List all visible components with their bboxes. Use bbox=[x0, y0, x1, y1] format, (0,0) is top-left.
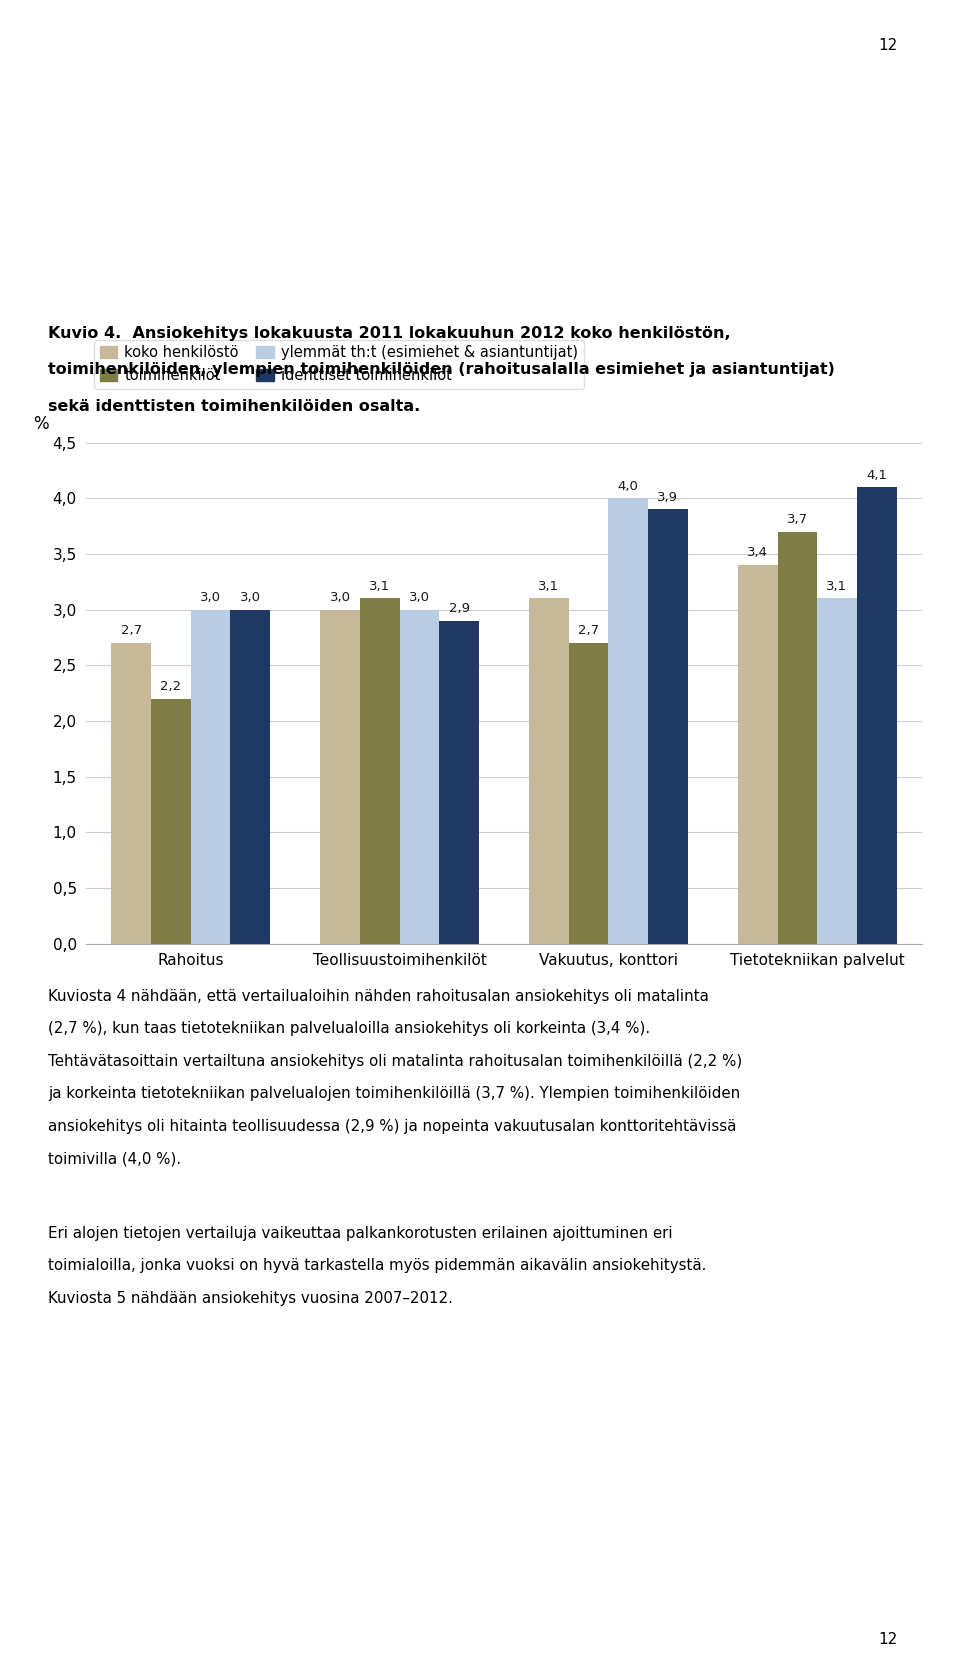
Text: 4,1: 4,1 bbox=[866, 469, 887, 481]
Bar bbox=[360, 598, 399, 944]
Text: ja korkeinta tietotekniikan palvelualojen toimihenkilöillä (3,7 %). Ylempien toi: ja korkeinta tietotekniikan palvelualoje… bbox=[48, 1087, 740, 1101]
Bar bbox=[321, 610, 360, 944]
Bar bbox=[778, 531, 817, 944]
Bar bbox=[440, 621, 479, 944]
Text: 3,0: 3,0 bbox=[240, 591, 261, 605]
Text: toimihenkilöiden, ylempien toimihenkilöiden (rahoitusalalla esimiehet ja asiantu: toimihenkilöiden, ylempien toimihenkilöi… bbox=[48, 362, 835, 377]
Text: 3,7: 3,7 bbox=[787, 513, 808, 526]
Bar bbox=[817, 598, 857, 944]
Text: Eri alojen tietojen vertailuja vaikeuttaa palkankorotusten erilainen ajoittumine: Eri alojen tietojen vertailuja vaikeutta… bbox=[48, 1226, 673, 1241]
Text: 3,4: 3,4 bbox=[747, 546, 768, 559]
Bar bbox=[399, 610, 440, 944]
Text: 12: 12 bbox=[878, 38, 898, 53]
Text: 2,7: 2,7 bbox=[121, 625, 142, 638]
Text: 3,1: 3,1 bbox=[539, 579, 560, 593]
Text: sekä identtisten toimihenkilöiden osalta.: sekä identtisten toimihenkilöiden osalta… bbox=[48, 399, 420, 414]
Bar bbox=[738, 564, 778, 944]
Bar bbox=[230, 610, 270, 944]
Bar bbox=[609, 498, 648, 944]
Bar bbox=[151, 698, 191, 944]
Bar bbox=[857, 488, 897, 944]
Text: ansiokehitys oli hitainta teollisuudessa (2,9 %) ja nopeinta vakuutusalan kontto: ansiokehitys oli hitainta teollisuudessa… bbox=[48, 1119, 736, 1134]
Text: 4,0: 4,0 bbox=[618, 479, 638, 493]
Text: Tehtävätasoittain vertailtuna ansiokehitys oli matalinta rahoitusalan toimihenki: Tehtävätasoittain vertailtuna ansiokehit… bbox=[48, 1054, 742, 1069]
Text: 2,2: 2,2 bbox=[160, 680, 181, 693]
Text: Kuviosta 4 nähdään, että vertailualoihin nähden rahoitusalan ansiokehitys oli ma: Kuviosta 4 nähdään, että vertailualoihin… bbox=[48, 989, 708, 1004]
Bar bbox=[529, 598, 568, 944]
Text: toimivilla (4,0 %).: toimivilla (4,0 %). bbox=[48, 1152, 181, 1166]
Text: (2,7 %), kun taas tietotekniikan palvelualoilla ansiokehitys oli korkeinta (3,4 : (2,7 %), kun taas tietotekniikan palvelu… bbox=[48, 1022, 650, 1035]
Text: Kuvio 4.  Ansiokehitys lokakuusta 2011 lokakuuhun 2012 koko henkilöstön,: Kuvio 4. Ansiokehitys lokakuusta 2011 lo… bbox=[48, 326, 731, 341]
Text: 3,1: 3,1 bbox=[370, 579, 391, 593]
Text: 3,0: 3,0 bbox=[200, 591, 221, 605]
Text: 3,0: 3,0 bbox=[329, 591, 350, 605]
Legend: koko henkilöstö, toimihenkilöt, ylemmät th:t (esimiehet & asiantuntijat), identt: koko henkilöstö, toimihenkilöt, ylemmät … bbox=[94, 339, 584, 389]
Bar bbox=[648, 509, 687, 944]
Text: 3,9: 3,9 bbox=[658, 491, 679, 504]
Bar bbox=[191, 610, 230, 944]
Text: 3,0: 3,0 bbox=[409, 591, 430, 605]
Bar bbox=[111, 643, 151, 944]
Text: 2,7: 2,7 bbox=[578, 625, 599, 638]
Y-axis label: %: % bbox=[33, 414, 48, 433]
Text: 12: 12 bbox=[878, 1632, 898, 1647]
Text: toimialoilla, jonka vuoksi on hyvä tarkastella myös pidemmän aikavälin ansiokehi: toimialoilla, jonka vuoksi on hyvä tarka… bbox=[48, 1259, 707, 1273]
Text: Kuviosta 5 nähdään ansiokehitys vuosina 2007–2012.: Kuviosta 5 nähdään ansiokehitys vuosina … bbox=[48, 1291, 453, 1306]
Text: 2,9: 2,9 bbox=[448, 603, 469, 615]
Bar bbox=[568, 643, 609, 944]
Text: 3,1: 3,1 bbox=[827, 579, 848, 593]
